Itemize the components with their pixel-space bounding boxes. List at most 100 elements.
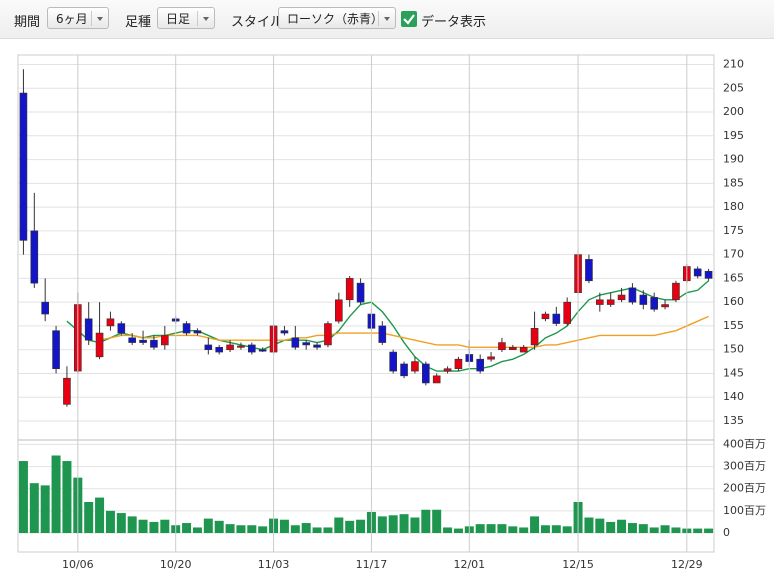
candle-body [356, 282, 365, 303]
candle-body [150, 339, 158, 348]
candle-body [248, 344, 256, 353]
value: ローソク（赤青） [287, 12, 384, 26]
candle-body [193, 330, 202, 334]
candle-body [63, 377, 71, 405]
candle-body [672, 282, 680, 301]
volume-bar [432, 509, 442, 533]
candle-body [639, 294, 648, 305]
volume-bar [149, 521, 159, 533]
volume-bar [290, 525, 300, 533]
candle-body [237, 345, 245, 348]
volume-bar [62, 461, 72, 533]
candle-body [291, 337, 300, 348]
checkbox[interactable] [401, 11, 417, 27]
volume-bar [595, 518, 605, 533]
volume-bar [627, 523, 637, 533]
x-tick-label: 12/15 [562, 558, 594, 571]
candle-body [41, 301, 49, 315]
candle-body [84, 318, 93, 341]
volume-bar [530, 516, 540, 533]
y-tick-label: 205 [723, 81, 744, 94]
volume-bar [160, 519, 170, 533]
volume-bar [40, 485, 50, 533]
y-tick-label: 300百万 [723, 460, 766, 473]
candle-body [226, 344, 234, 350]
x-tick-label: 12/29 [671, 558, 703, 571]
dropdown[interactable]: 日足 [157, 7, 215, 29]
volume-bar [214, 520, 224, 533]
candle-body [182, 323, 191, 334]
volume-bar [497, 524, 507, 533]
candle-body [693, 268, 702, 277]
volume-bar [182, 523, 192, 533]
y-tick-label: 195 [723, 129, 744, 142]
volume-bar [116, 513, 126, 533]
volume-bar [410, 517, 420, 533]
volume-bar [29, 483, 39, 533]
volume-bar [508, 526, 518, 533]
volume-bar [301, 523, 311, 533]
y-tick-label: 155 [723, 319, 744, 332]
label: 期間 [14, 15, 41, 30]
dropdown[interactable]: ローソク（赤青） [278, 7, 396, 29]
y-tick-label: 210 [723, 58, 744, 71]
candle-body [204, 344, 213, 350]
volume-bar [84, 502, 94, 533]
volume-bar [138, 519, 148, 533]
candle-body [378, 325, 387, 343]
volume-bar [551, 525, 561, 533]
y-tick-label: 140 [723, 390, 744, 403]
volume-bar [225, 524, 235, 533]
candle-body [302, 342, 310, 346]
y-tick-label: 135 [723, 414, 744, 427]
x-tick-label: 12/01 [453, 558, 485, 571]
y-tick-label: 0 [723, 526, 730, 539]
volume-bar [236, 525, 246, 533]
volume-bar [105, 510, 115, 533]
x-tick-label: 10/20 [160, 558, 192, 571]
x-tick-label: 11/17 [356, 558, 388, 571]
candle-body [541, 313, 550, 320]
volume-bar [203, 518, 213, 533]
candle-body [432, 375, 441, 384]
volume-bar [192, 527, 202, 533]
candle-body [280, 330, 289, 334]
volume-bar [693, 528, 703, 533]
candle-body [95, 332, 104, 358]
y-tick-label: 185 [723, 176, 744, 189]
y-tick-label: 150 [723, 343, 744, 356]
volume-bar [453, 528, 463, 533]
volume-bar [247, 525, 257, 533]
candle-body [552, 313, 561, 324]
candle-body [519, 347, 528, 353]
volume-bar [638, 524, 648, 533]
candle-body [411, 361, 419, 372]
candle-body [19, 92, 28, 241]
volume-bar [660, 525, 670, 533]
toolbar: 期間 6ヶ月 足種 日足 スタイル ローソク（赤青） データ表示 [0, 0, 774, 39]
candle-body [117, 323, 126, 334]
candle-body [52, 330, 60, 370]
candle-body [400, 363, 408, 377]
volume-bar [617, 519, 627, 533]
volume-bar [356, 519, 366, 533]
candle-body [215, 347, 223, 353]
label: データ表示 [421, 15, 487, 30]
candle-body [324, 323, 332, 346]
volume-bar [95, 497, 105, 533]
y-tick-label: 175 [723, 224, 744, 237]
candle-body [606, 299, 615, 305]
volume-bar [421, 509, 431, 533]
volume-bar [540, 525, 550, 533]
dropdown[interactable]: 6ヶ月 [47, 7, 109, 29]
candle-body [498, 342, 506, 350]
volume-bar [377, 516, 387, 533]
volume-bar [51, 455, 61, 533]
y-tick-label: 180 [723, 200, 744, 213]
volume-bar [486, 524, 496, 533]
candle-body [443, 368, 452, 372]
volume-bar [323, 527, 333, 533]
volume-bar [443, 527, 453, 533]
candle-body [313, 344, 321, 348]
